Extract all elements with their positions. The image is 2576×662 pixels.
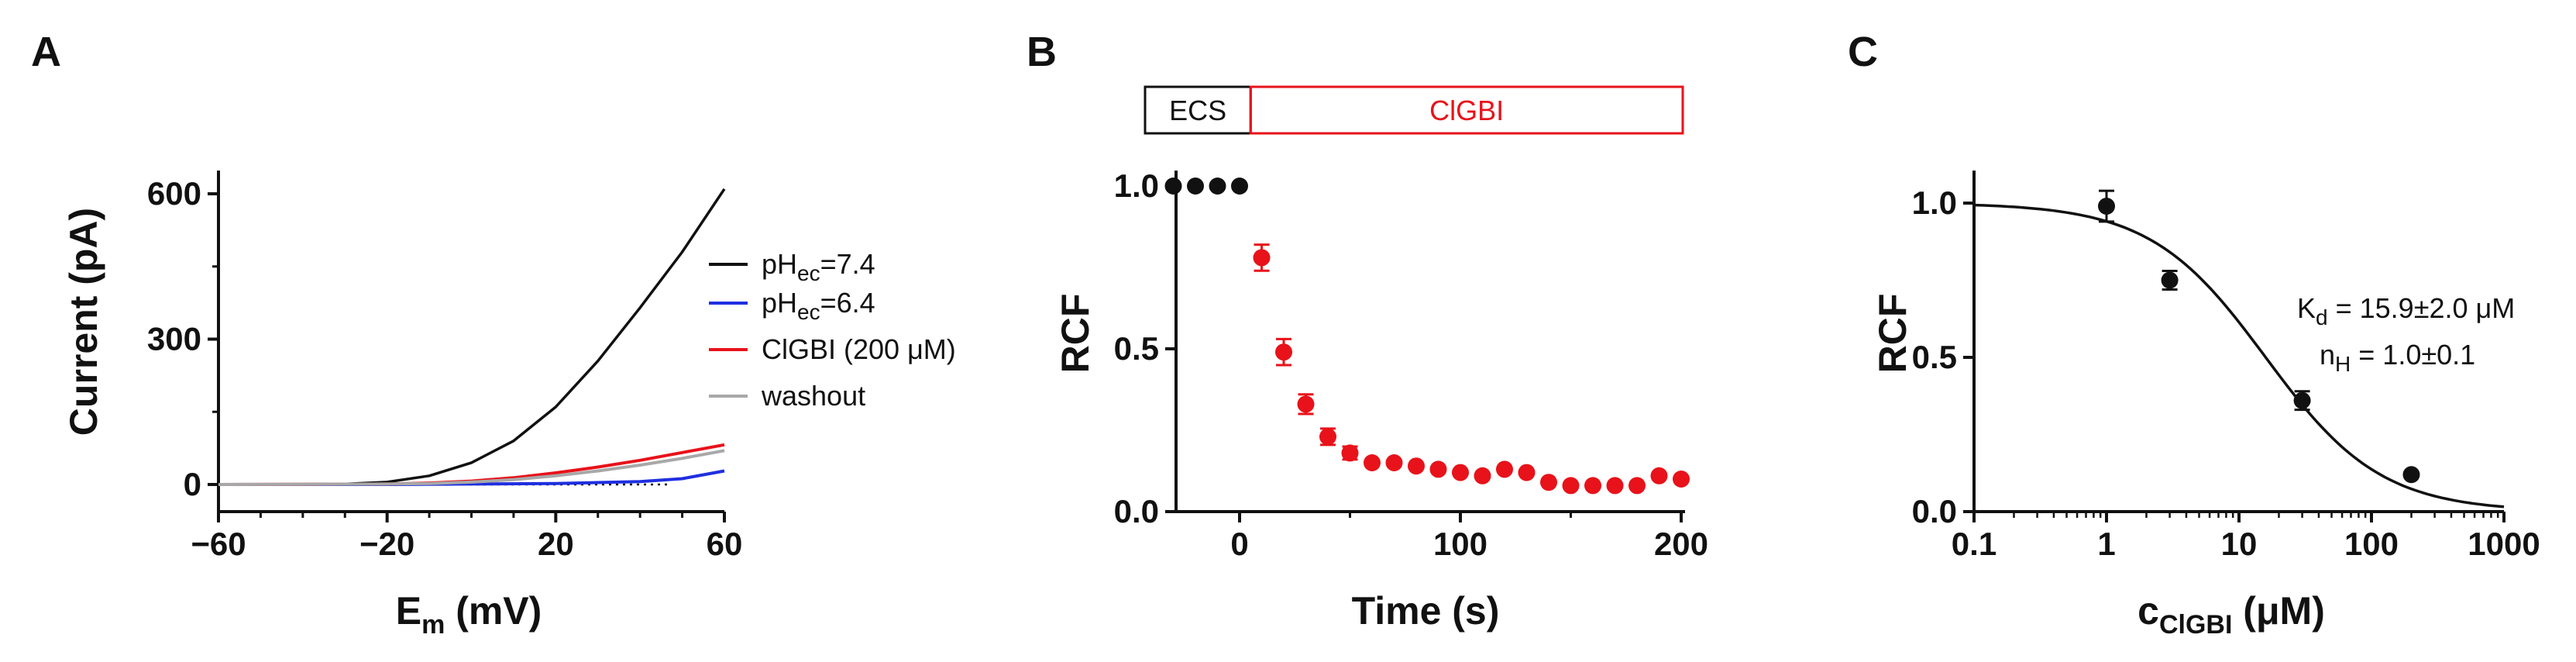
panel-b-plot: ECS ClGBI 0.0 0.5 1.0 0 100 200: [1114, 85, 1708, 562]
panel-b-ytick-label: 0.5: [1114, 330, 1159, 367]
panel-c-xtick-label: 1: [2097, 526, 2115, 562]
panel-b-point-1: [1628, 477, 1646, 495]
panel-c-annotation: nH = 1.0±0.1: [2320, 339, 2475, 376]
panel-label-c: C: [1848, 29, 1878, 75]
panel-a-xlabel-sub: m: [421, 610, 445, 640]
panel-c-xtick-label: 10: [2221, 526, 2258, 562]
panel-b-point-1: [1297, 395, 1315, 413]
panel-c-point: [2098, 197, 2115, 215]
panel-c-ytick-label: 0.0: [1912, 493, 1957, 529]
panel-c-annotation-main: n: [2320, 339, 2335, 371]
panel-b-point-1: [1253, 249, 1271, 267]
panel-c-annotation-sub: d: [2316, 305, 2328, 329]
panel-b-point-1: [1518, 464, 1536, 481]
panel-b-point-1: [1319, 428, 1336, 446]
panel-b-ytick-label: 1.0: [1114, 167, 1159, 204]
panel-c: C RCF 0.0 0.5 1.0 0.1 1 10 100 1000 Kd = 15.9±2.…: [1848, 29, 2540, 640]
panel-a-xlabel-main: E: [396, 589, 421, 633]
panel-b-point-1: [1341, 444, 1359, 462]
panel-c-xlabel-sub: ClGBI: [2159, 610, 2232, 640]
panel-a-legend-label-main: pH: [762, 287, 797, 319]
panel-b-clgbi-label: ClGBI: [1429, 95, 1504, 126]
panel-b-point-0: [1209, 178, 1226, 195]
panel-c-plot: 0.0 0.5 1.0 0.1 1 10 100 1000 Kd = 15.9±2.0 μM nH…: [1912, 171, 2540, 562]
panel-a-legend-label: pHec=6.4: [762, 287, 875, 324]
panel-a-legend-label-main: pH: [762, 248, 797, 280]
panel-c-point: [2293, 391, 2311, 409]
panel-b-point-0: [1231, 178, 1248, 195]
panel-b-point-1: [1429, 460, 1447, 478]
panel-a-legend-label: washout: [761, 380, 865, 412]
panel-c-annotation-rest: = 1.0±0.1: [2351, 339, 2475, 371]
panel-a-xtick-label: −60: [191, 526, 246, 562]
panel-a-series-0: [218, 188, 726, 486]
panel-b-point-1: [1650, 467, 1668, 484]
panel-c-xlabel-unit: (μM): [2232, 589, 2324, 633]
panel-b-xtick-label: 200: [1654, 526, 1708, 562]
panel-c-ylabel: RCF: [1871, 294, 1914, 374]
panel-b-xlabel: Time (s): [1352, 589, 1500, 633]
panel-c-point: [2402, 466, 2420, 484]
panel-b-point-1: [1496, 460, 1513, 478]
panel-b: B RCF ECS ClGBI 0.0 0.5 1.0 0 100 200 Time (s): [1027, 29, 1708, 633]
panel-b-point-1: [1584, 477, 1601, 495]
panel-c-annotation-rest: = 15.9±2.0 μM: [2328, 292, 2516, 324]
panel-a-ylabel: Current (pA): [62, 208, 105, 436]
panel-c-fit-curve: [1973, 203, 2505, 509]
panel-a-ytick-label: 600: [147, 175, 201, 212]
panel-label-a: A: [31, 29, 61, 75]
panel-c-xtick-label: 0.1: [1952, 526, 1996, 562]
panel-b-ylabel: RCF: [1054, 294, 1097, 374]
panel-b-xtick-label: 100: [1433, 526, 1487, 562]
panel-a-legend-label: ClGBI (200 μM): [762, 333, 956, 365]
panel-c-annotation-main: K: [2297, 292, 2316, 324]
panel-b-point-1: [1408, 457, 1425, 475]
panel-a-xtick-label: 60: [707, 526, 743, 562]
panel-c-ytick-label: 1.0: [1912, 184, 1957, 221]
panel-b-point-1: [1452, 464, 1469, 481]
panel-b-point-1: [1364, 454, 1381, 471]
panel-a-legend-label-rest: =6.4: [820, 287, 875, 319]
panel-a-ytick-label: 0: [184, 466, 201, 502]
panel-b-point-0: [1164, 178, 1182, 195]
panel-a-legend-label-main: washout: [761, 380, 865, 412]
panel-label-b: B: [1027, 29, 1057, 75]
panel-b-point-1: [1673, 471, 1690, 488]
panel-a-legend-label-main: ClGBI (200 μM): [762, 333, 956, 365]
panel-c-xtick-label: 1000: [2468, 526, 2540, 562]
panel-a-xlabel: Em (mV): [396, 589, 542, 640]
panel-a-series-3: [218, 449, 725, 486]
panel-a-xtick-label: 20: [538, 526, 574, 562]
panel-a-legend-label-sub: ec: [797, 300, 820, 324]
panel-c-ytick-label: 0.5: [1912, 339, 1957, 375]
panel-a-ytick-label: 300: [147, 321, 201, 357]
panel-b-point-1: [1562, 477, 1580, 495]
panel-b-point-1: [1540, 474, 1557, 491]
panel-c-xlabel-main: c: [2137, 589, 2159, 633]
panel-c-annotation-sub: H: [2335, 352, 2351, 376]
panel-a-legend-label-sub: ec: [797, 261, 820, 285]
panel-b-point-1: [1606, 477, 1624, 495]
panel-a-xtick-label: −20: [359, 526, 414, 562]
panel-b-point-1: [1275, 343, 1292, 361]
panel-a-legend-label: pHec=7.4: [762, 248, 875, 285]
panel-b-ytick-label: 0.0: [1114, 493, 1159, 529]
panel-b-point-1: [1385, 454, 1403, 471]
panel-c-point: [2161, 271, 2179, 289]
panel-c-annotation: Kd = 15.9±2.0 μM: [2297, 292, 2515, 329]
panel-c-xlabel: cClGBI (μM): [2137, 589, 2325, 640]
panel-a-legend-label-rest: =7.4: [820, 248, 875, 280]
panel-b-point-0: [1187, 178, 1204, 195]
panel-b-point-1: [1474, 467, 1491, 484]
panel-a: A Current (pA) 0 300 600 −60 −20 20 60 pHec=7.4…: [31, 29, 956, 640]
panel-b-clgbi-bar: [1249, 85, 1684, 135]
panel-b-ecs-label: ECS: [1169, 95, 1226, 126]
panel-c-xtick-label: 100: [2344, 526, 2399, 562]
panel-a-xlabel-unit: (mV): [445, 589, 542, 633]
panel-b-xtick-label: 0: [1230, 526, 1248, 562]
